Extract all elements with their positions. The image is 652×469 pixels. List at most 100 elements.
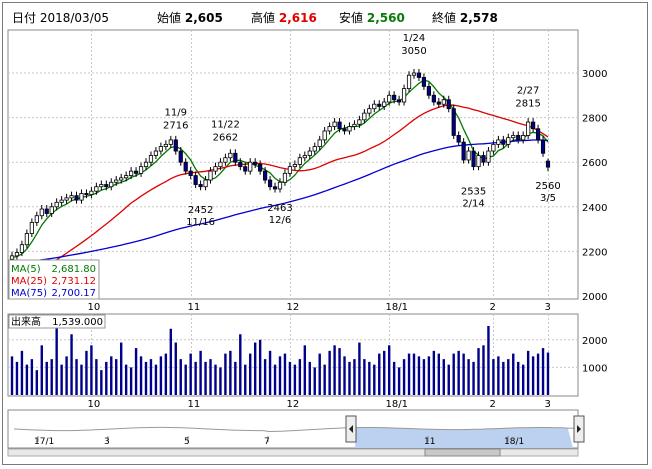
volume-bar <box>353 359 356 395</box>
candle-body <box>471 150 476 168</box>
candle-body <box>431 94 436 103</box>
volume-bar <box>462 353 465 395</box>
volume-bar <box>229 350 232 395</box>
header-high: 高値 2,616 <box>251 11 317 25</box>
navigator-selected-area <box>355 427 573 448</box>
volume-bar <box>100 370 103 395</box>
volume-bar <box>15 361 19 395</box>
candle-body <box>79 193 84 201</box>
candle-body <box>89 190 94 195</box>
volume-bar <box>507 359 510 395</box>
candle-body <box>218 161 223 168</box>
volume-bar <box>204 361 207 395</box>
candle-body <box>258 164 263 172</box>
candle-body <box>34 215 39 223</box>
volume-bar <box>303 345 307 395</box>
volume-bar <box>144 361 148 395</box>
candle-body <box>282 172 288 183</box>
volume-month-tick-label: 11 <box>188 399 201 410</box>
legend-ma25-value: 2,731.12 <box>51 276 96 287</box>
volume-bar <box>541 348 545 395</box>
volume-bar <box>497 356 500 395</box>
volume-bar <box>531 356 535 395</box>
volume-bar <box>308 361 311 395</box>
candle-body <box>327 126 332 132</box>
annotation-price: 2716 <box>163 120 188 131</box>
candle-body <box>352 123 357 127</box>
volume-bar <box>273 364 277 395</box>
candle-body <box>173 139 178 152</box>
volume-bar <box>373 364 376 395</box>
volume-tick-label: 1000 <box>582 363 607 374</box>
volume-bar <box>149 359 153 395</box>
legend-ma75-value: 2,700.17 <box>51 288 96 299</box>
candle-body <box>446 99 451 110</box>
candle-body <box>382 101 387 107</box>
candle-body <box>481 155 486 163</box>
candle-body <box>531 121 536 130</box>
legend-ma5-value: 2,681.80 <box>51 264 96 275</box>
candle-body <box>416 72 422 78</box>
candle-body <box>357 119 362 125</box>
candle-body <box>228 152 233 159</box>
volume-label-box <box>8 314 106 329</box>
candle-body <box>277 181 283 190</box>
annotation-price: 3050 <box>401 46 426 57</box>
volume-bar <box>234 361 237 395</box>
volume-bar <box>65 356 68 395</box>
candle-body <box>178 150 183 163</box>
candle-body <box>317 139 322 147</box>
candle-body <box>267 179 273 188</box>
volume-bar <box>293 364 297 395</box>
volume-bar <box>90 345 93 395</box>
candle-body <box>307 150 312 156</box>
candle-body <box>521 135 526 141</box>
volume-bar <box>224 353 227 395</box>
volume-bar <box>333 345 336 395</box>
volume-bar <box>387 345 391 395</box>
price-tick-label: 2200 <box>582 247 607 258</box>
candle-body <box>114 179 119 183</box>
annotation-price: 2815 <box>515 98 540 109</box>
volume-bar <box>313 367 316 395</box>
volume-bar <box>10 356 14 395</box>
volume-bar <box>397 367 401 395</box>
volume-bar <box>437 353 441 395</box>
candle-body <box>99 184 104 188</box>
candle-body <box>535 128 541 141</box>
candle-body <box>297 157 302 165</box>
volume-bar <box>85 350 88 395</box>
volume-bar <box>189 353 192 395</box>
candle-body <box>456 135 461 143</box>
volume-bar <box>75 359 78 395</box>
annotation-date: 11/22 <box>211 119 240 130</box>
volume-value: 1,539.000 <box>52 317 103 328</box>
price-tick-label: 3000 <box>582 69 607 80</box>
volume-bar <box>239 334 242 395</box>
volume-bar <box>536 353 540 395</box>
volume-month-tick-label: 2 <box>490 399 496 410</box>
volume-bar <box>492 359 495 395</box>
volume-bar <box>278 356 282 395</box>
volume-bar <box>214 364 217 395</box>
candle-body <box>401 88 407 103</box>
navigator-scrollbar-thumb[interactable] <box>424 448 501 457</box>
volume-bar <box>452 353 455 395</box>
candle-body <box>451 108 456 136</box>
candle-body <box>496 139 501 145</box>
candle-body <box>74 195 79 201</box>
volume-bar <box>139 356 143 395</box>
navigator-tick-label: 5 <box>184 437 190 447</box>
volume-bar <box>323 364 326 395</box>
candle-body <box>124 175 129 179</box>
candle-body <box>9 255 15 260</box>
header-open: 始値 2,605 <box>157 11 223 25</box>
annotation-date: 11/16 <box>186 217 215 228</box>
candle-body <box>148 155 154 163</box>
candle-body <box>193 175 198 185</box>
volume-bar <box>134 348 138 395</box>
volume-bar <box>526 350 530 395</box>
candle-body <box>243 166 248 172</box>
month-tick-label: 3 <box>545 302 551 313</box>
